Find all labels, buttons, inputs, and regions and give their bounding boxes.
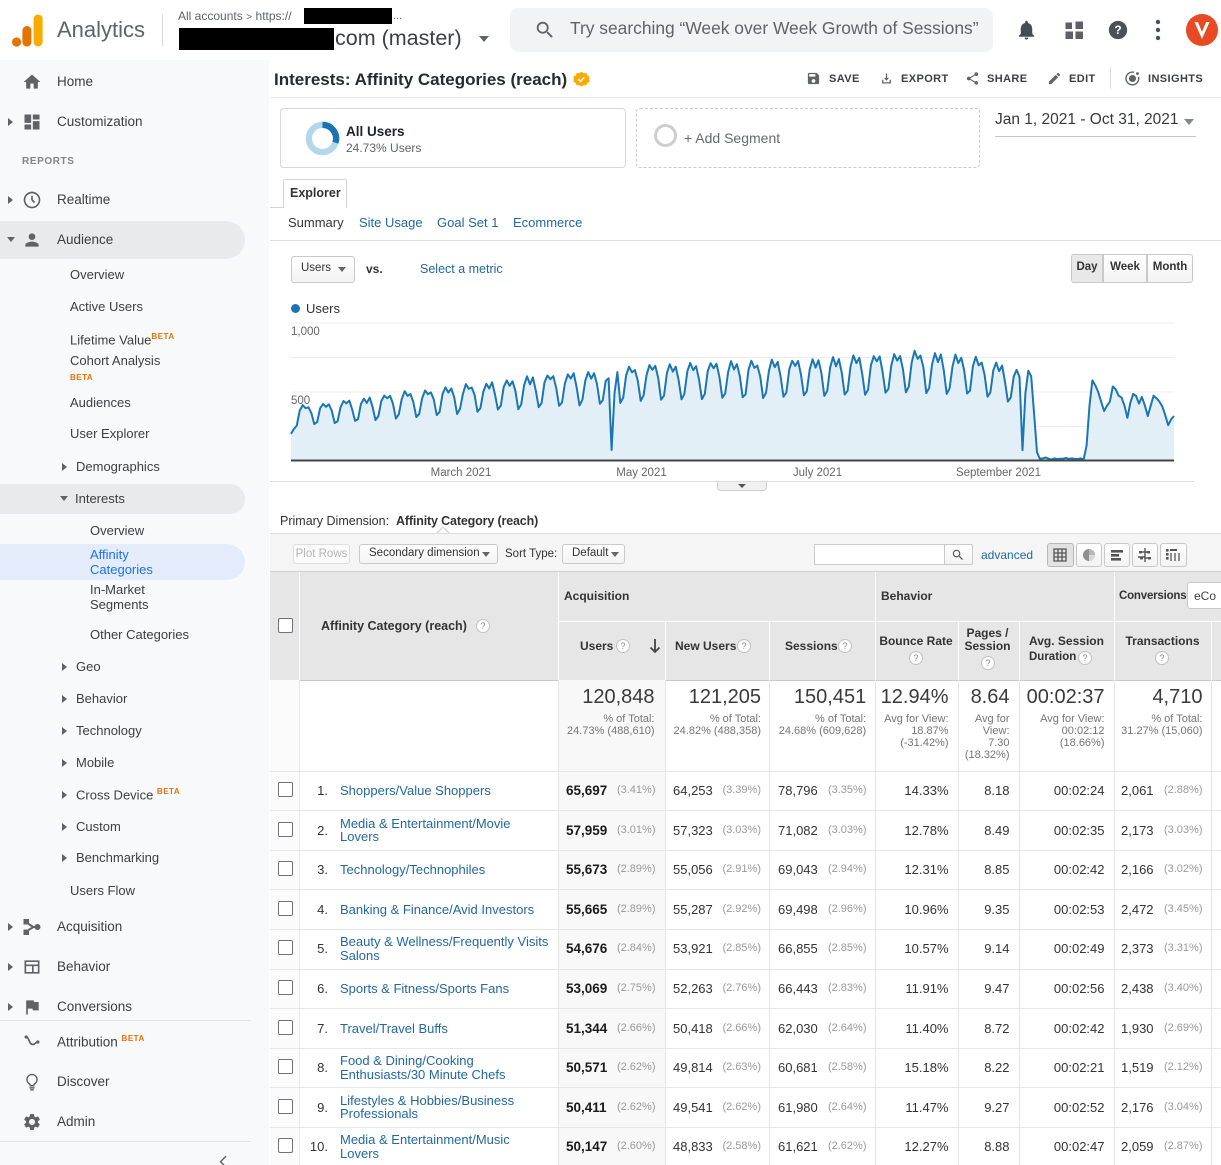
svg-text:May 2021: May 2021 — [616, 467, 667, 479]
svg-text:July 2021: July 2021 — [793, 467, 842, 479]
svg-text:March 2021: March 2021 — [431, 467, 492, 479]
svg-text:500: 500 — [291, 395, 310, 407]
svg-text:September 2021: September 2021 — [956, 467, 1041, 479]
svg-text:1,000: 1,000 — [291, 326, 320, 338]
svg-text:?: ? — [1114, 23, 1121, 37]
